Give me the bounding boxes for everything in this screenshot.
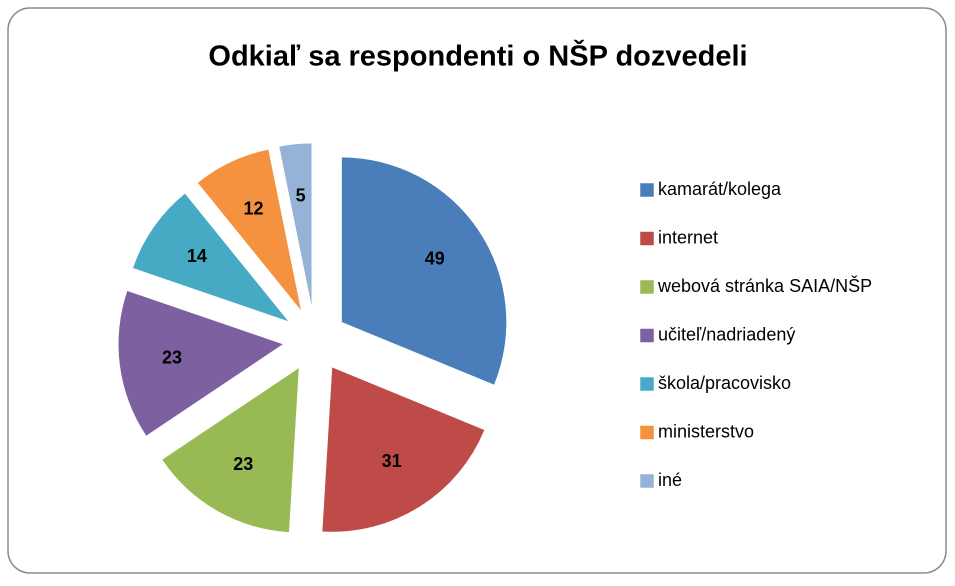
pie-slice (161, 367, 300, 533)
legend-label: iné (658, 470, 682, 490)
legend-label: škola/pracovisko (658, 373, 791, 393)
legend-swatch (639, 376, 655, 392)
data-label: 14 (187, 246, 207, 266)
legend-swatch (639, 425, 655, 440)
legend-swatch (639, 328, 655, 343)
data-label: 5 (296, 185, 306, 205)
pie-slice (321, 366, 485, 533)
legend-swatch (639, 473, 655, 489)
legend-label: webová stránka SAIA/NŠP (657, 275, 872, 296)
data-label: 31 (382, 451, 402, 471)
legend-swatch (639, 182, 655, 198)
pie-slice (118, 290, 284, 437)
data-label: 12 (244, 198, 264, 218)
data-label: 49 (425, 248, 445, 268)
chart-title: Odkiaľ sa respondenti o NŠP dozvedeli (208, 39, 747, 73)
pie-slice (278, 142, 313, 309)
legend-label: kamarát/kolega (658, 179, 782, 199)
legend-label: učiteľ/nadriadený (658, 324, 795, 344)
legend-swatch (639, 231, 655, 246)
pie-slice (197, 149, 302, 312)
pie-slice (341, 156, 507, 386)
pie-slice (132, 193, 290, 323)
legend-swatch (639, 279, 655, 295)
data-label: 23 (233, 454, 253, 474)
legend-label: internet (658, 227, 718, 247)
legend-label: ministerstvo (658, 421, 754, 441)
data-label: 23 (162, 347, 182, 367)
